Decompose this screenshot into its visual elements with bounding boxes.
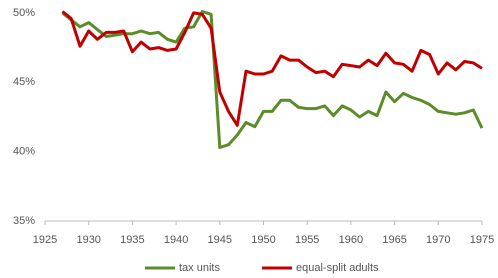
x-tick-label: 1975 [470,234,494,246]
x-tick-label: 1950 [251,234,275,246]
y-tick-label: 35% [13,215,35,227]
legend-label: equal-split adults [296,262,379,274]
y-tick-label: 40% [13,146,35,158]
x-tick-label: 1965 [382,234,406,246]
x-tick-label: 1930 [76,234,100,246]
series-line [61,10,483,127]
x-tick-label: 1960 [339,234,363,246]
x-tick-label: 1955 [295,234,319,246]
x-tick-label: 1925 [33,234,57,246]
x-tick-label: 1945 [208,234,232,246]
x-tick-label: 1940 [164,234,188,246]
y-tick-label: 50% [13,7,35,19]
x-tick-label: 1935 [120,234,144,246]
x-tick-label: 1970 [426,234,450,246]
y-tick-label: 45% [13,76,35,88]
series-line [61,10,484,149]
legend-label: tax units [179,262,220,274]
